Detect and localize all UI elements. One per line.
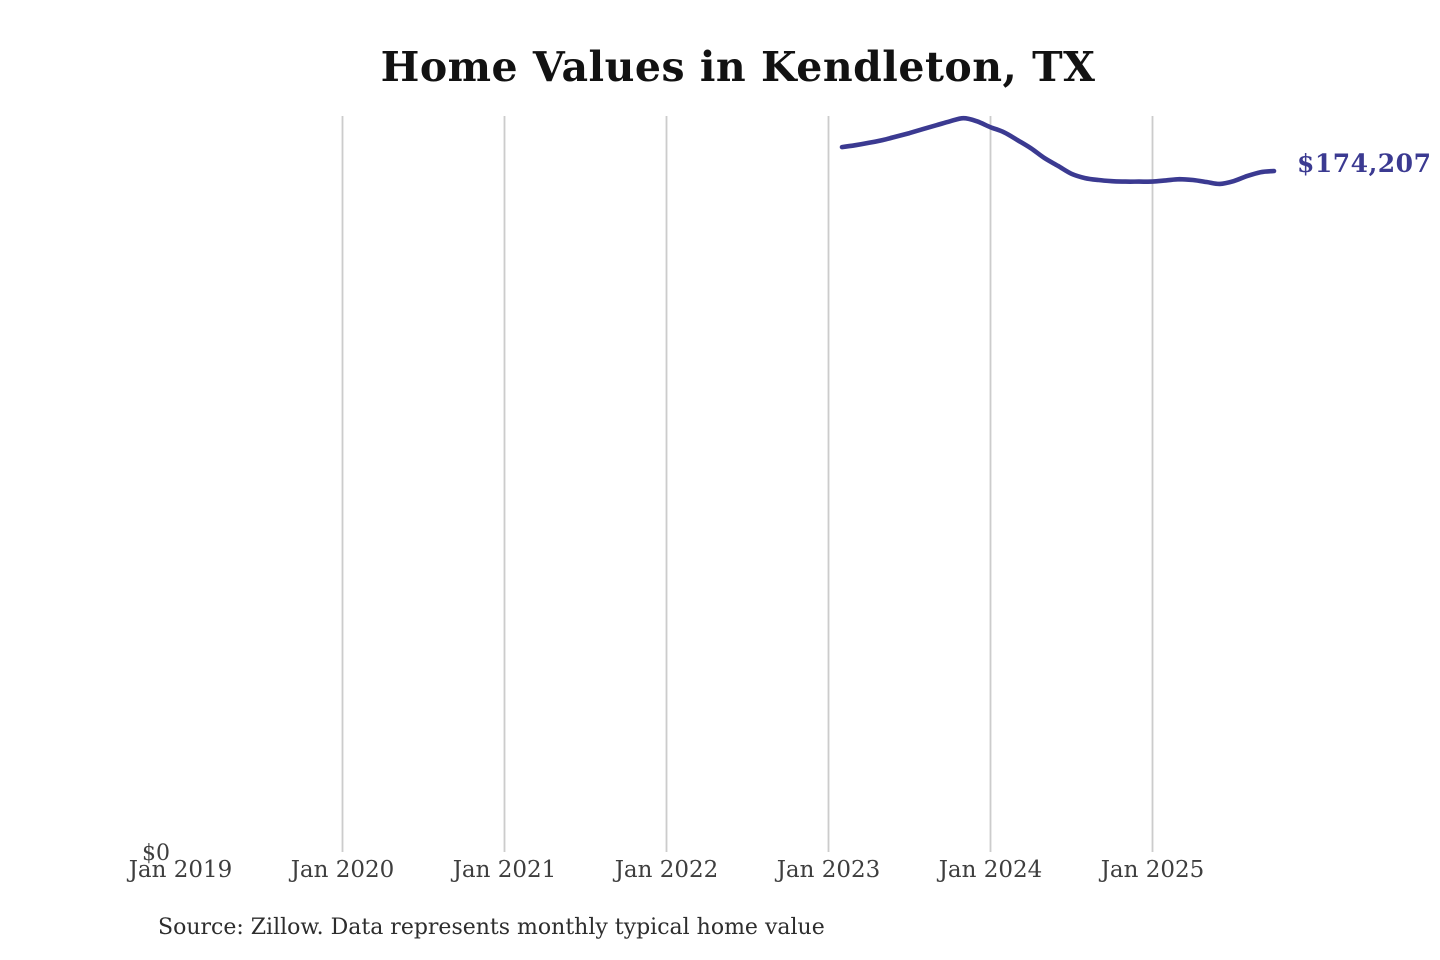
x-axis-label: Jan 2022 <box>614 857 719 883</box>
current-value-label: $174,207 <box>1297 149 1432 178</box>
home-value-line <box>839 115 1277 187</box>
chart-title: Home Values in Kendleton, TX <box>380 43 1096 91</box>
x-axis-label: Jan 2024 <box>938 857 1043 883</box>
x-axis-label: Jan 2025 <box>1100 857 1205 883</box>
x-axis-label: Jan 2019 <box>128 857 233 883</box>
source-note: Source: Zillow. Data represents monthly … <box>158 915 825 940</box>
x-axis-label: Jan 2020 <box>290 857 395 883</box>
y-axis-zero-label: $0 <box>142 841 170 866</box>
x-axis-label: Jan 2023 <box>776 857 881 883</box>
x-axis-label: Jan 2021 <box>452 857 557 883</box>
